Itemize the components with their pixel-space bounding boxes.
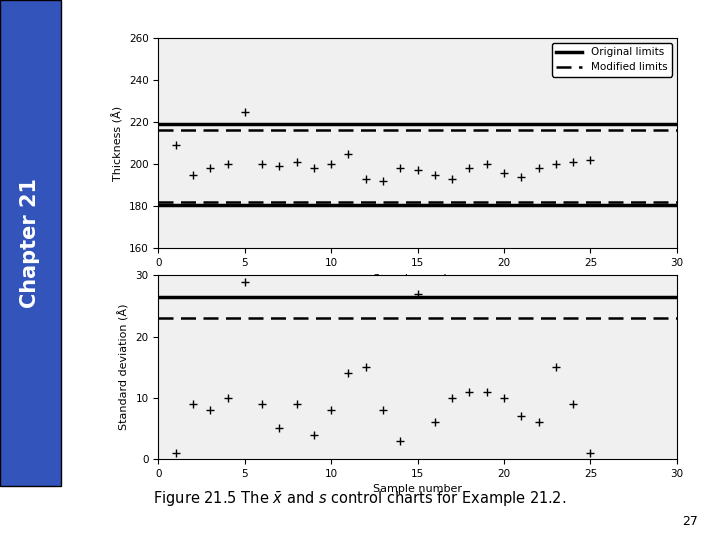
- Text: Chapter 21: Chapter 21: [20, 178, 40, 308]
- Y-axis label: Thickness (Å): Thickness (Å): [112, 105, 123, 181]
- Text: 27: 27: [683, 515, 698, 528]
- Y-axis label: Standard deviation (Å): Standard deviation (Å): [119, 304, 130, 430]
- Legend: Original limits, Modified limits: Original limits, Modified limits: [552, 43, 672, 77]
- X-axis label: Sample number: Sample number: [373, 484, 462, 494]
- Text: Figure 21.5 The $\bar{x}$ and $s$ control charts for Example 21.2.: Figure 21.5 The $\bar{x}$ and $s$ contro…: [153, 490, 567, 509]
- X-axis label: Sample number: Sample number: [373, 274, 462, 284]
